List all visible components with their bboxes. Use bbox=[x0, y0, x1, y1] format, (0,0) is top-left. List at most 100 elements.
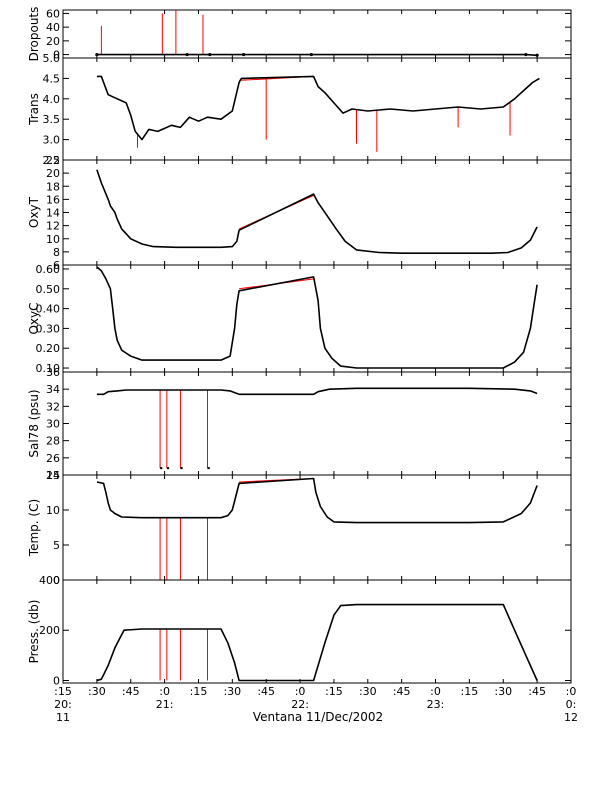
data-point bbox=[524, 52, 528, 57]
panel-frame bbox=[62, 57, 572, 161]
x-tick-label: :30 bbox=[494, 685, 512, 698]
panel-5: 15 10 5 0 Temp. (C) bbox=[27, 469, 572, 587]
x-tick-label: :45 bbox=[528, 685, 546, 698]
series-line-1 bbox=[96, 603, 538, 682]
y-tick-label: 0 bbox=[53, 49, 60, 62]
y-tick-label: 34 bbox=[46, 383, 60, 396]
y-tick-label: 0.40 bbox=[36, 303, 61, 316]
time-axis-labels: :1520:11:30:45:021::15:30:45:022::15:30:… bbox=[54, 685, 578, 724]
series-line-1 bbox=[96, 75, 540, 141]
x-tick-label: :45 bbox=[122, 685, 140, 698]
y-tick-label: 0.60 bbox=[36, 263, 61, 276]
y-tick-label: 18 bbox=[46, 180, 60, 193]
y-tick-label: 30 bbox=[46, 418, 60, 431]
y-tick-label: 0.50 bbox=[36, 283, 61, 296]
data-point bbox=[208, 52, 212, 57]
x-tick-label: :15 bbox=[461, 685, 479, 698]
y-tick-label: 16 bbox=[46, 193, 60, 206]
y-tick-label: 0.30 bbox=[36, 322, 61, 335]
x-tick-label: :0 bbox=[295, 685, 306, 698]
y-tick-label: 10 bbox=[46, 233, 60, 246]
y-tick-label: 12 bbox=[46, 220, 60, 233]
y-axis-label: OxyC bbox=[27, 302, 41, 334]
y-tick-label: 15 bbox=[46, 469, 60, 482]
y-tick-label: 22 bbox=[46, 154, 60, 167]
y-tick-label: 2.5 bbox=[43, 154, 61, 167]
x-tick-label: :45 bbox=[393, 685, 411, 698]
panel-6: 400 200 0 Press. (db) bbox=[27, 574, 572, 687]
y-tick-label: 8 bbox=[53, 246, 60, 259]
y-axis-label: OxyT bbox=[27, 196, 41, 228]
panel-frame bbox=[62, 474, 572, 581]
x-tick-label: :45 bbox=[257, 685, 275, 698]
panel-frame bbox=[62, 579, 572, 684]
panel-frame bbox=[62, 9, 572, 59]
y-tick-label: 14 bbox=[46, 207, 60, 220]
x-tick-label: :30 bbox=[88, 685, 106, 698]
x-tick-label: :30 bbox=[223, 685, 241, 698]
y-tick-label: 0.20 bbox=[36, 342, 61, 355]
y-tick-label: 40 bbox=[46, 21, 60, 34]
x-tick-label: :0 bbox=[430, 685, 441, 698]
x-tick-hour-label: 22: bbox=[291, 698, 309, 711]
y-tick-label: 4.0 bbox=[43, 93, 61, 106]
y-tick-label: 200 bbox=[39, 624, 60, 637]
y-tick-label: 60 bbox=[46, 7, 60, 20]
chart-caption: Ventana 11/Dec/2002 bbox=[253, 710, 383, 724]
data-point bbox=[242, 52, 246, 57]
y-axis-label: Sal78 (psu) bbox=[27, 389, 41, 457]
y-tick-label: 20 bbox=[46, 167, 60, 180]
x-tick-label: :0 bbox=[159, 685, 170, 698]
y-tick-label: 32 bbox=[46, 400, 60, 413]
y-tick-label: 400 bbox=[39, 574, 60, 587]
x-tick-label: :15 bbox=[190, 685, 208, 698]
data-point bbox=[309, 52, 313, 57]
data-point bbox=[185, 52, 189, 57]
y-tick-label: 4.5 bbox=[43, 72, 61, 85]
y-tick-label: 0.10 bbox=[36, 362, 61, 375]
x-tick-label: :15 bbox=[325, 685, 343, 698]
y-tick-label: 10 bbox=[46, 504, 60, 517]
y-tick-label: 36 bbox=[46, 366, 60, 379]
y-tick-label: 0 bbox=[53, 574, 60, 587]
series-line-1 bbox=[96, 53, 538, 57]
x-tick-label: :0 bbox=[566, 685, 577, 698]
panel-frame bbox=[62, 371, 572, 476]
data-point bbox=[95, 52, 99, 57]
x-tick-hour-label: 21: bbox=[156, 698, 174, 711]
series-line-1 bbox=[96, 266, 538, 369]
panel-1: 5.0 4.5 4.0 3.5 3.0 2.5 Trans bbox=[27, 52, 572, 167]
panel-4: 36 34 32 30 28 26 24 Sal78 (psu) bbox=[27, 366, 572, 482]
x-tick-label: :30 bbox=[359, 685, 377, 698]
y-tick-label: 3.0 bbox=[43, 134, 61, 147]
panel-3: 0.60 0.50 0.40 0.30 0.20 0.10 OxyC bbox=[27, 263, 572, 375]
x-tick-hour-label: 0: bbox=[566, 698, 577, 711]
series-line-1 bbox=[96, 387, 538, 396]
y-tick-label: 6 bbox=[53, 259, 60, 272]
panel-frame bbox=[62, 264, 572, 373]
panel-frame bbox=[62, 159, 572, 266]
data-point bbox=[535, 53, 539, 57]
y-axis-label: Temp. (C) bbox=[27, 499, 41, 557]
y-tick-label: 3.5 bbox=[43, 113, 61, 126]
y-tick-label: 26 bbox=[46, 452, 60, 465]
y-axis-label: Trans bbox=[27, 93, 41, 126]
y-tick-label: 28 bbox=[46, 435, 60, 448]
x-tick-day-label: 11 bbox=[56, 711, 70, 724]
x-tick-hour-label: 20: bbox=[54, 698, 72, 711]
series-line-1 bbox=[96, 477, 538, 524]
y-tick-label: 20 bbox=[46, 35, 60, 48]
y-tick-label: 5 bbox=[53, 539, 60, 552]
y-tick-label: 5.0 bbox=[43, 52, 61, 65]
y-tick-label: 0 bbox=[53, 674, 60, 687]
y-axis-label: Dropouts bbox=[27, 7, 41, 62]
series-line-1 bbox=[96, 169, 538, 254]
y-tick-label: 24 bbox=[46, 469, 60, 482]
x-tick-day-label: 12 bbox=[564, 711, 578, 724]
x-tick-label: :15 bbox=[54, 685, 72, 698]
y-axis-label: Press. (db) bbox=[27, 600, 41, 664]
